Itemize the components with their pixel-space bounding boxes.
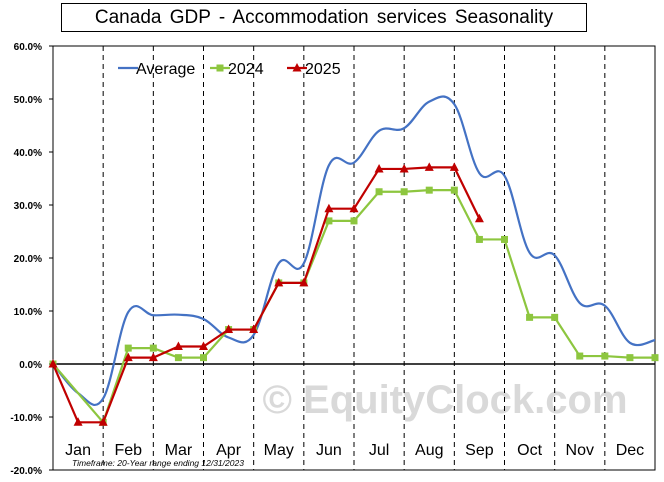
- data-point-2025: [98, 417, 108, 426]
- series-line-2025: [51, 166, 481, 424]
- y-tick-label: 30.0%: [14, 201, 42, 212]
- data-point-2024: [450, 186, 458, 194]
- data-point-2025: [173, 341, 183, 351]
- data-point-2025: [349, 203, 359, 213]
- y-tick-label: 0.0%: [19, 360, 42, 371]
- data-point-2025: [474, 213, 484, 223]
- y-tick-label: 40.0%: [14, 148, 42, 159]
- timeframe-annotation: Timeframe: 20-Year range ending 12/31/20…: [72, 458, 244, 468]
- data-point-2025: [123, 352, 133, 362]
- data-point-2024: [325, 217, 333, 225]
- x-tick-label: May: [264, 442, 294, 459]
- watermark: © EquityClock.com: [262, 378, 627, 422]
- data-point-2025: [399, 163, 409, 173]
- legend-marker-2024: [216, 64, 224, 72]
- data-point-2024: [375, 188, 383, 196]
- data-point-2025: [73, 417, 83, 426]
- data-point-2025: [249, 324, 259, 334]
- data-point-2024: [350, 217, 358, 225]
- y-tick-label: 10.0%: [14, 307, 42, 318]
- legend-label-average: Average: [136, 61, 195, 78]
- data-point-2025: [48, 359, 58, 368]
- data-point-2024: [601, 352, 609, 360]
- x-tick-label: Sep: [465, 442, 494, 459]
- data-point-2024: [651, 354, 659, 362]
- x-tick-label: Dec: [616, 442, 644, 459]
- legend-label-2024: 2024: [228, 61, 264, 78]
- data-point-2024: [626, 354, 634, 362]
- data-point-2024: [551, 313, 559, 321]
- data-point-2025: [424, 162, 434, 171]
- data-point-2025: [199, 341, 208, 351]
- data-point-2025: [449, 162, 459, 171]
- chart-title: Canada GDP - Accommodation services Seas…: [94, 6, 554, 28]
- x-tick-label: Feb: [114, 442, 142, 459]
- x-tick-label: Oct: [517, 442, 542, 459]
- x-tick-label: Apr: [216, 442, 242, 459]
- x-tick-label: Jun: [316, 442, 342, 459]
- y-tick-label: 60.0%: [14, 42, 42, 53]
- chart-title-box: Canada GDP - Accommodation services Seas…: [61, 3, 587, 32]
- data-point-2025: [299, 277, 309, 287]
- data-point-2024: [526, 313, 534, 321]
- data-point-2024: [200, 354, 207, 362]
- data-point-2025: [148, 352, 158, 362]
- legend-label-2025: 2025: [305, 61, 341, 78]
- legend-marker-2025: [292, 63, 302, 72]
- data-point-2025: [374, 163, 384, 173]
- data-point-2024: [149, 344, 157, 352]
- data-point-2025: [324, 203, 334, 213]
- data-point-2024: [425, 186, 433, 194]
- data-point-2025: [224, 324, 234, 334]
- data-point-2024: [475, 235, 483, 243]
- data-point-2025: [274, 277, 284, 287]
- y-tick-label: 20.0%: [14, 254, 42, 265]
- x-tick-label: Mar: [165, 442, 193, 459]
- y-tick-label: -10.0%: [10, 413, 42, 424]
- x-tick-label: Jan: [65, 442, 91, 459]
- data-point-2024: [174, 354, 182, 362]
- data-point-2024: [501, 235, 508, 243]
- data-point-2024: [400, 188, 408, 196]
- y-tick-label: 50.0%: [14, 95, 42, 106]
- series-line-average: [52, 95, 656, 406]
- y-tick-label: -20.0%: [10, 466, 42, 477]
- x-tick-label: Jul: [369, 442, 389, 459]
- data-point-2024: [124, 344, 132, 352]
- x-tick-label: Nov: [566, 442, 594, 459]
- series-line-2024: [52, 189, 655, 425]
- x-tick-label: Aug: [415, 442, 443, 459]
- data-point-2024: [576, 352, 584, 360]
